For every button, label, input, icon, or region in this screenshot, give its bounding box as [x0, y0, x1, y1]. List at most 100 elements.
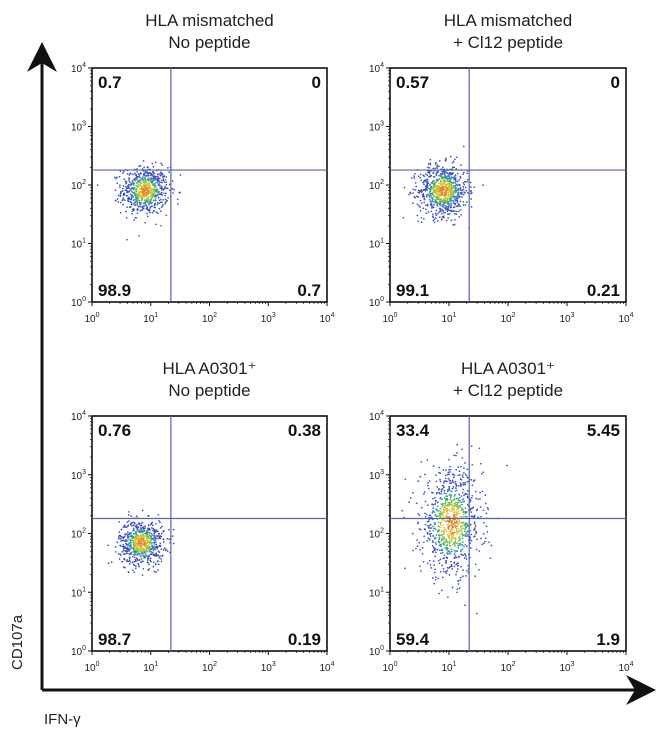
- event-dot: [454, 187, 457, 190]
- event-dot: [124, 185, 127, 188]
- x-tick-label: 102: [202, 661, 217, 674]
- event-dot: [139, 555, 142, 558]
- event-dot: [450, 520, 453, 523]
- event-dot: [466, 180, 469, 183]
- event-dot: [154, 223, 157, 226]
- event-dot: [142, 189, 145, 192]
- event-dot: [448, 537, 451, 540]
- event-dot: [453, 166, 456, 169]
- event-dot: [437, 184, 440, 187]
- event-dot: [401, 509, 404, 512]
- event-dot: [475, 509, 478, 512]
- event-dot: [433, 221, 436, 224]
- event-dot: [448, 504, 451, 507]
- y-tick-label: 100: [71, 645, 86, 658]
- event-dot: [450, 202, 453, 205]
- event-dot: [134, 194, 136, 197]
- event-dot: [165, 176, 168, 178]
- event-dot: [448, 182, 451, 184]
- event-dot: [128, 553, 130, 555]
- event-dot: [457, 583, 460, 585]
- event-dot: [420, 506, 423, 509]
- event-dot: [484, 502, 487, 505]
- event-dot: [434, 199, 436, 201]
- event-dot: [462, 188, 465, 191]
- panel-title-line: No peptide: [168, 33, 250, 52]
- event-dot: [441, 549, 444, 551]
- event-dot: [119, 194, 122, 197]
- event-dot: [452, 206, 455, 209]
- event-dot: [431, 550, 434, 553]
- event-dot: [460, 189, 462, 192]
- event-dot: [446, 516, 448, 518]
- event-dot: [473, 514, 476, 517]
- event-dot: [461, 535, 464, 537]
- event-dot: [138, 559, 141, 561]
- event-dot: [116, 541, 119, 544]
- event-dot: [436, 515, 439, 518]
- event-dot: [440, 189, 443, 192]
- event-dot: [141, 509, 144, 512]
- event-dot: [125, 210, 127, 213]
- event-dot: [461, 541, 464, 544]
- event-dot: [132, 196, 135, 199]
- event-dot: [154, 554, 157, 556]
- event-dot: [457, 501, 460, 504]
- event-dot: [474, 532, 477, 535]
- event-dot: [412, 192, 414, 194]
- event-dot: [452, 184, 455, 187]
- event-dot: [153, 570, 156, 573]
- quadrant-upper-right: 5.45: [587, 421, 620, 440]
- event-dot: [432, 213, 434, 216]
- event-dot: [117, 553, 120, 555]
- event-dot: [434, 184, 437, 186]
- event-dot: [144, 542, 146, 545]
- event-dot: [448, 479, 451, 482]
- event-dot: [452, 476, 455, 479]
- event-dot: [428, 538, 431, 541]
- event-dot: [422, 189, 425, 192]
- event-dot: [478, 550, 481, 552]
- event-dot: [138, 173, 141, 176]
- event-dot: [143, 166, 145, 169]
- event-dot: [420, 191, 423, 194]
- event-dot: [464, 512, 467, 514]
- event-dot: [134, 530, 137, 533]
- event-dot: [436, 509, 438, 512]
- event-dot: [142, 174, 145, 176]
- event-dot: [146, 559, 149, 561]
- event-dot: [164, 198, 167, 201]
- y-tick-label: 104: [71, 62, 86, 75]
- event-dot: [432, 525, 434, 528]
- event-dot: [150, 532, 153, 535]
- x-axis-label: IFN-γ: [44, 711, 81, 728]
- event-dot: [420, 570, 422, 572]
- event-dot: [444, 504, 447, 507]
- event-dot: [416, 203, 419, 206]
- event-dot: [136, 168, 138, 170]
- event-dot: [449, 566, 451, 568]
- event-dot: [461, 508, 463, 510]
- quadrant-upper-left: 0.76: [98, 421, 131, 440]
- event-dot: [469, 181, 472, 184]
- event-dot: [123, 545, 125, 548]
- event-dot: [152, 553, 155, 556]
- event-dot: [121, 536, 123, 538]
- event-dot: [461, 499, 464, 501]
- event-dot: [447, 489, 449, 492]
- event-dot: [451, 568, 453, 570]
- event-dot: [445, 206, 448, 208]
- event-dot: [139, 188, 142, 190]
- event-dot: [161, 525, 163, 528]
- event-dot: [155, 211, 158, 214]
- event-dot: [137, 540, 140, 543]
- event-dot: [441, 512, 444, 515]
- event-dot: [135, 544, 137, 547]
- event-dot: [425, 212, 428, 215]
- event-dot: [419, 548, 421, 551]
- event-dot: [457, 547, 460, 549]
- event-dot: [159, 174, 162, 176]
- event-dot: [475, 612, 478, 615]
- event-dot: [160, 535, 163, 538]
- event-dot: [120, 540, 122, 542]
